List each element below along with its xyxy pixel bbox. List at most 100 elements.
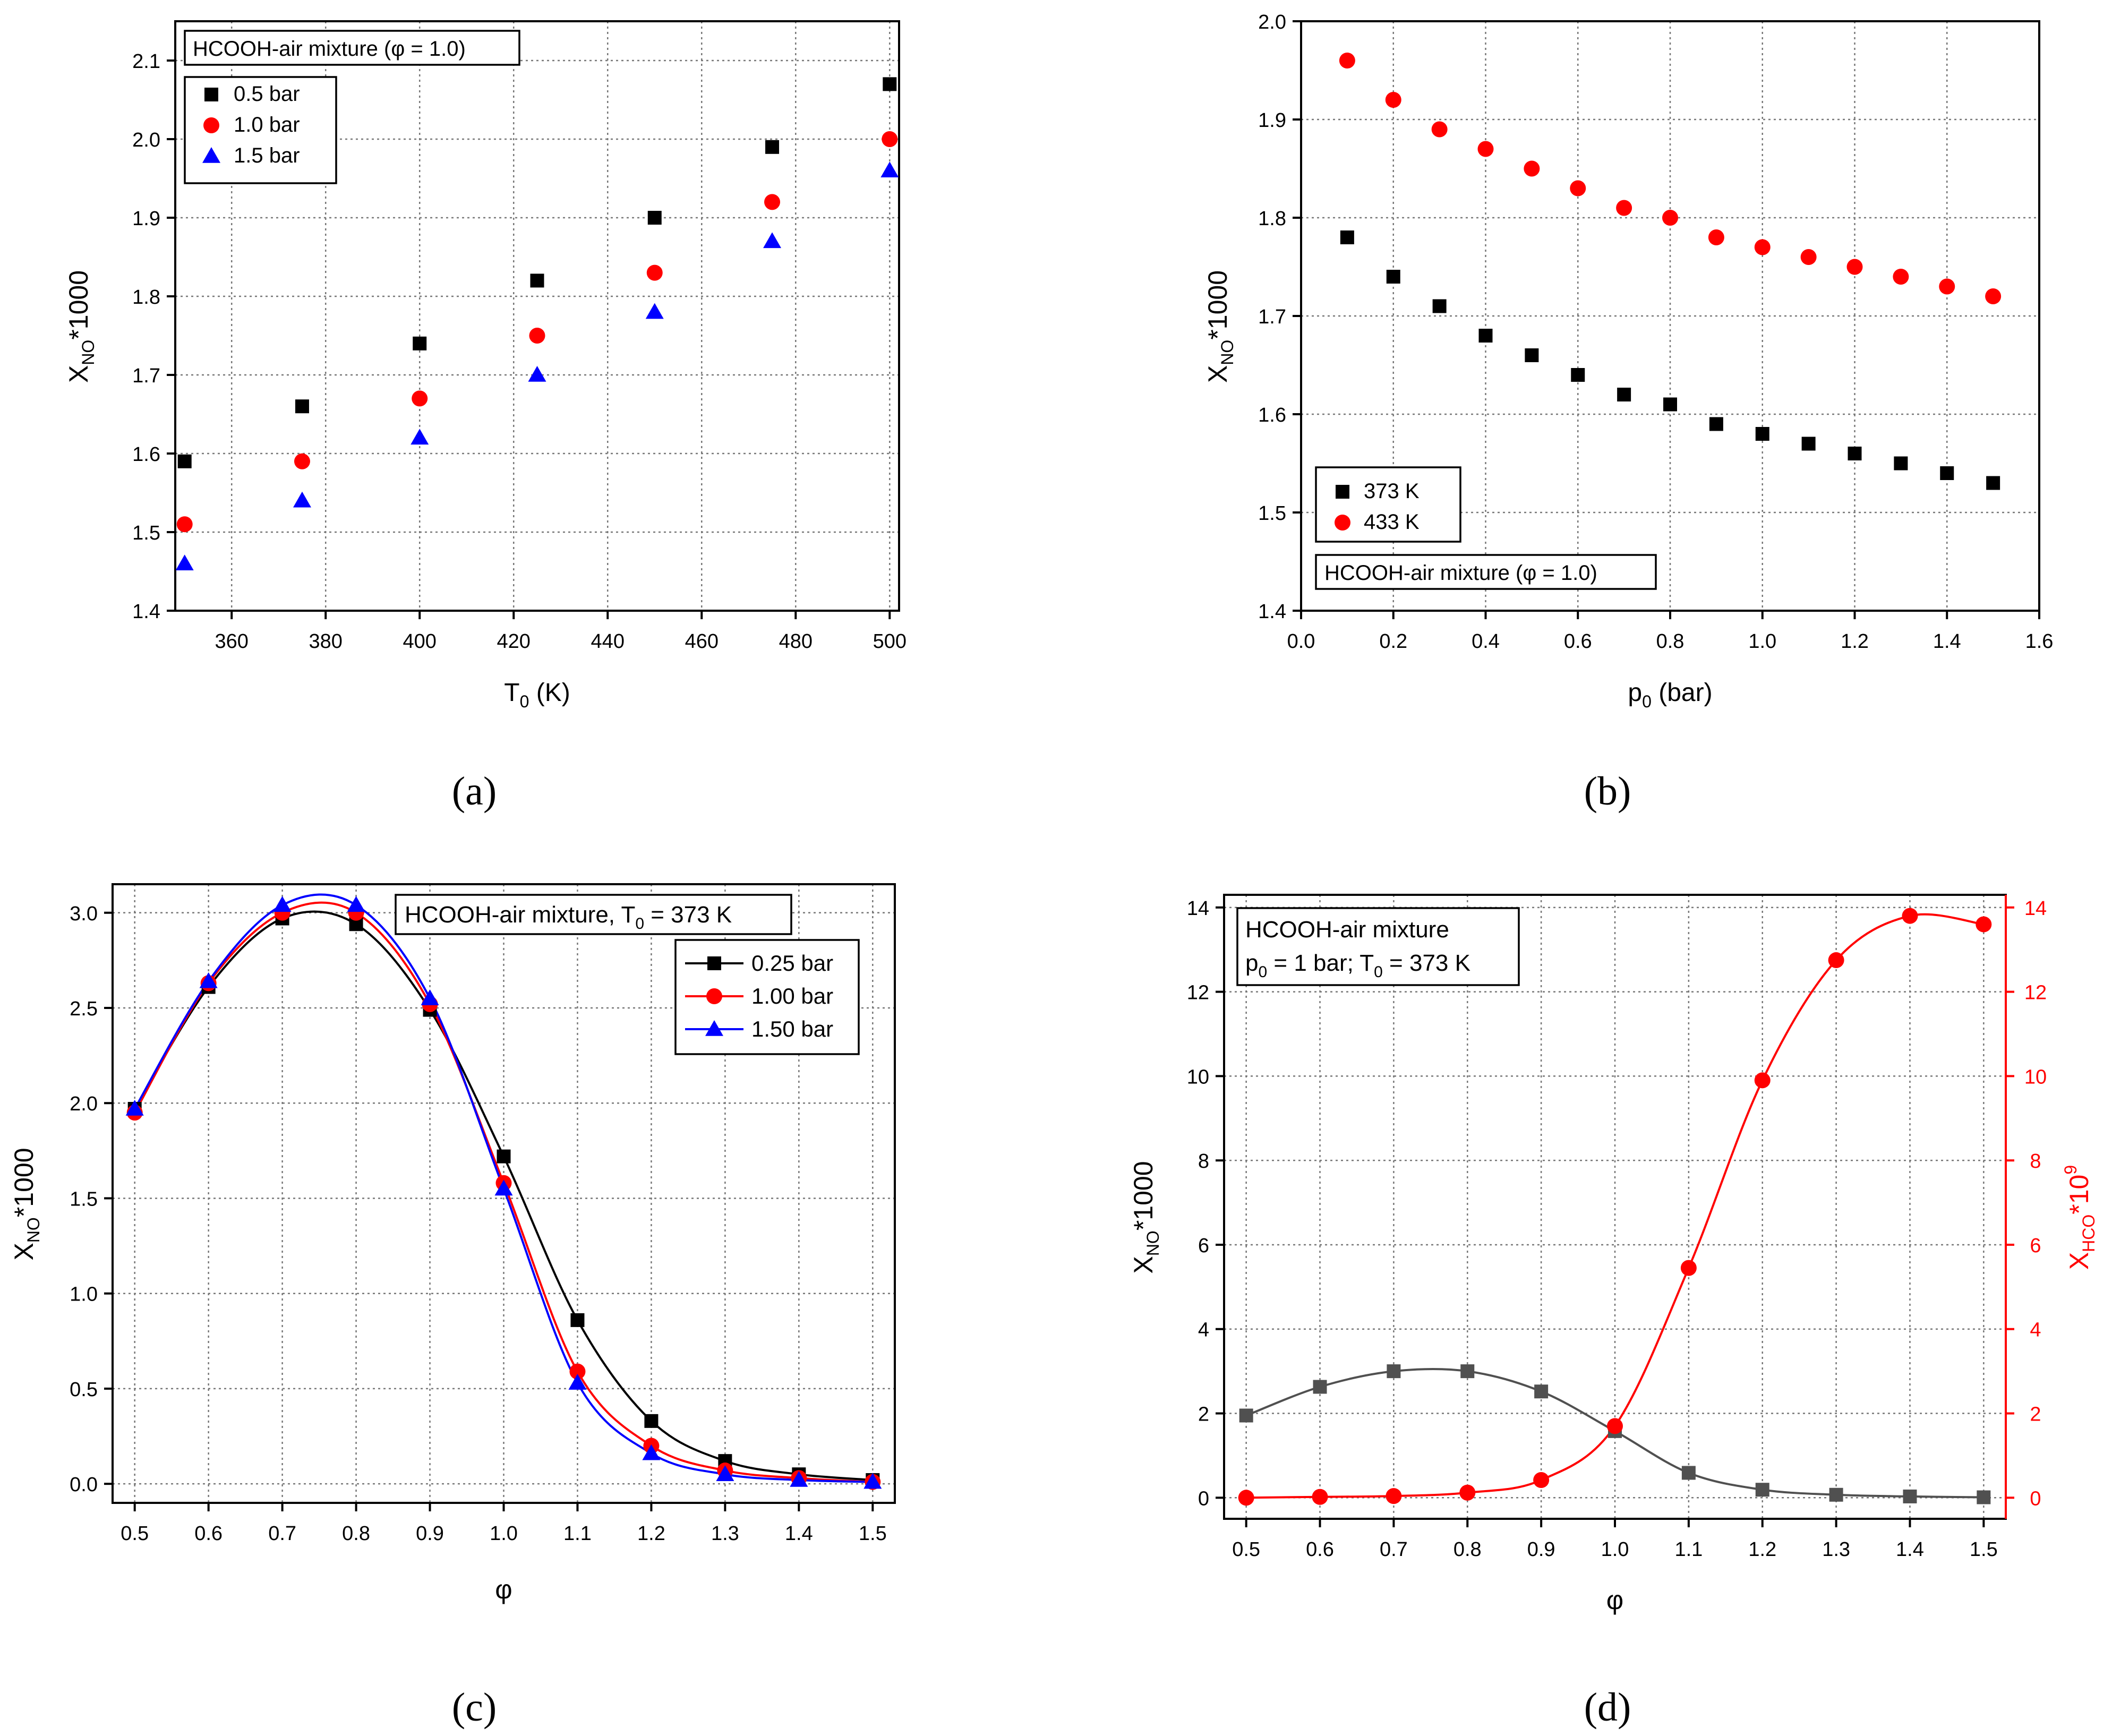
legend-label: 1.50 bar [751,1016,833,1041]
point-433-K [1893,269,1909,285]
point-373-K [1755,427,1769,441]
point-x-hco [1312,1489,1328,1505]
y-tick-label: 1.7 [132,365,160,387]
point-0.5-bar [647,211,662,225]
point-1.50-bar [568,1374,587,1390]
annotation-text: HCOOH-air mixture (φ = 1.0) [1324,561,1597,585]
x-tick-label: 1.4 [1896,1538,1924,1561]
point-x-no [1755,1483,1769,1497]
legend-label: 1.5 bar [234,144,300,167]
y2-axis-label-main: X [2064,1252,2094,1270]
y-tick-label: 2.1 [132,50,160,73]
annotation-text: HCOOH-air mixture, T0 = 373 K [405,902,732,933]
x-tick-label: 1.6 [2025,630,2054,653]
point-373-K [1525,348,1539,362]
legend-label: 1.0 bar [234,113,300,136]
point-373-K [1894,456,1908,471]
point-1.50-bar [716,1465,734,1481]
point-x-hco [1386,1488,1402,1504]
point-1.0-bar [882,131,898,147]
point-x-no [1829,1487,1843,1502]
y-tick-label: 2 [1198,1404,1209,1426]
point-433-K [1662,210,1678,226]
x-tick-label: 0.5 [1232,1538,1260,1561]
x-tick-label: 1.0 [1748,630,1776,653]
y-tick-label: 3.0 [70,903,98,925]
y2-axis-label: XHCO*109 [2061,1165,2098,1270]
point-433-K [1754,239,1771,255]
legend-marker [1335,515,1350,531]
y-tick-label: 1.6 [132,443,160,466]
y2-axis-label-tail: *10 [2064,1175,2094,1215]
point-1.50-bar [125,1099,144,1116]
x-tick-label: 0.9 [1527,1538,1555,1561]
legend-marker [202,147,220,163]
point-x-no [1534,1384,1549,1399]
x-tick-label: 1.2 [1748,1538,1776,1561]
y2-tick-label: 6 [2030,1235,2041,1257]
point-x-hco [1459,1484,1476,1501]
annotation-tail: = 373 K [644,902,732,928]
annotation-p: p [1245,950,1258,976]
x-tick-label: 440 [591,630,625,653]
point-373-K [1617,388,1631,401]
x-tick-label: 0.6 [1306,1538,1334,1561]
point-1.50-bar [790,1470,808,1487]
y-tick-label: 1.4 [1258,601,1286,623]
y-tick-label: 2.0 [132,129,160,151]
annotation-box [395,894,792,935]
y-axis-label-main: X [1128,1256,1158,1273]
x-tick-label: 400 [403,630,437,653]
point-x-no [1460,1364,1475,1379]
x-axis-label-main: T [504,679,519,707]
legend-label: 0.25 bar [751,951,833,976]
y-axis-label: XNO*1000 [64,270,98,383]
point-0.5-bar [883,77,897,91]
x-tick-label: 0.4 [1472,630,1500,653]
x-tick-label: 1.5 [859,1523,887,1545]
x-tick-label: 1.4 [785,1523,813,1545]
point-x-hco [1754,1072,1771,1089]
point-x-no [1681,1466,1696,1480]
y-tick-label: 2.0 [70,1093,98,1115]
y-tick-label: 4 [1198,1319,1209,1341]
x-tick-label: 0.7 [1380,1538,1408,1561]
y-axis-label: XNO*1000 [1128,1161,1162,1273]
x-tick-label: 0.2 [1379,630,1407,653]
x-tick-label: 1.3 [1822,1538,1850,1561]
point-433-K [1524,160,1540,177]
point-373-K [1940,466,1954,480]
y2-tick-label: 8 [2030,1150,2041,1173]
x-tick-label: 1.0 [1601,1538,1629,1561]
point-0.5-bar [295,399,309,414]
point-433-K [1985,288,2002,304]
panel-label-c: (c) [452,1685,497,1730]
y-tick-label: 2.0 [1258,11,1286,33]
legend-marker [707,956,721,970]
point-433-K [1339,53,1355,69]
y-axis-label-sub: NO [79,340,98,365]
x-axis-label-main: p [1628,679,1642,707]
y-axis-label-main: X [64,365,93,383]
point-373-K [1986,476,2000,490]
x-tick-label: 1.4 [1933,630,1961,653]
x-tick-label: 0.8 [1656,630,1685,653]
y-tick-label: 1.0 [70,1284,98,1306]
point-x-hco [1902,908,1918,924]
point-373-K [1848,447,1862,460]
x-tick-label: 0.8 [342,1523,370,1545]
point-373-K [1571,368,1585,382]
point-1.0-bar [412,390,428,407]
y-tick-label: 6 [1198,1235,1209,1257]
point-0.5-bar [177,454,192,468]
x-tick-label: 1.3 [711,1523,739,1545]
point-373-K [1801,437,1816,451]
point-1.5-bar [880,161,899,177]
x-axis-label: φ [1606,1585,1623,1615]
point-x-no [1313,1380,1327,1394]
chart-a: 360 380 400 420 440 460 480 500 1.4 1.5 1.6 1.7 1.8 1… [64,20,907,711]
point-0.5-bar [765,140,780,154]
point-1.5-bar [528,366,546,382]
x-axis-label: T0 (K) [504,679,570,711]
point-x-hco [1238,1490,1254,1506]
